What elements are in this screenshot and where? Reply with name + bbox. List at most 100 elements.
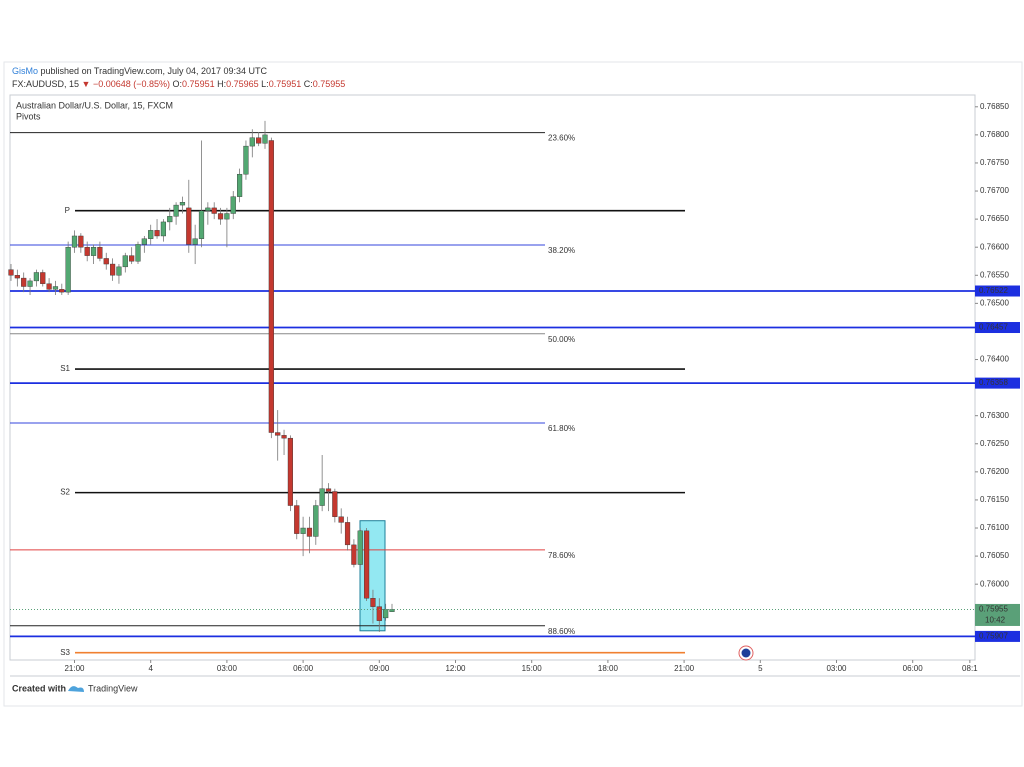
- candle-body: [135, 244, 141, 262]
- price-tag-label: 0.76358: [979, 378, 1008, 387]
- x-tick-label: 4: [148, 664, 153, 673]
- y-tick-label: 0.76100: [980, 523, 1009, 532]
- header-line: GisMo published on TradingView.com, July…: [12, 66, 268, 76]
- y-tick-label: 0.76500: [980, 298, 1009, 307]
- candle-body: [351, 544, 357, 565]
- candle-body: [344, 522, 351, 546]
- candle-body: [332, 491, 338, 517]
- candle-body: [33, 272, 40, 282]
- candle-body: [65, 247, 71, 293]
- brand-logo: [68, 686, 84, 692]
- last-price-tag: [975, 603, 1020, 626]
- chart-title: Australian Dollar/U.S. Dollar, 15, FXCM: [16, 100, 173, 110]
- candle-body: [116, 266, 122, 276]
- countdown: 10:42: [985, 616, 1006, 625]
- x-tick-label: 5: [758, 664, 763, 673]
- candle-body: [179, 202, 186, 206]
- plot-border: [9, 94, 976, 661]
- price-tag: [975, 322, 1020, 334]
- candle-body: [97, 247, 103, 259]
- candle-body: [294, 505, 300, 534]
- event-flag-inner: [741, 648, 751, 658]
- x-tick-label: 03:00: [217, 664, 238, 673]
- candle-body: [249, 137, 255, 147]
- x-tick-label: 03:00: [826, 664, 847, 673]
- candle-body: [300, 527, 306, 534]
- fib-label: 61.80%: [548, 424, 575, 433]
- y-tick-label: 0.76200: [980, 467, 1009, 476]
- candle-body: [103, 258, 109, 265]
- candle-body: [27, 280, 33, 287]
- candle-body: [338, 516, 344, 523]
- candle-body: [148, 230, 154, 239]
- candle-body: [90, 247, 97, 256]
- candle-body: [224, 213, 230, 220]
- y-tick-label: 0.76250: [980, 439, 1009, 448]
- author: GisMo: [12, 66, 38, 76]
- y-tick-label: 0.76650: [980, 214, 1009, 223]
- candle-body: [78, 235, 84, 248]
- x-tick-label: 06:00: [903, 664, 924, 673]
- candle-body: [122, 255, 128, 268]
- candle-body: [167, 216, 173, 223]
- candle-body: [370, 598, 376, 607]
- y-tick-label: 0.76550: [980, 270, 1009, 279]
- candle-body: [84, 247, 90, 256]
- symbol: FX:AUDUSD, 15: [12, 79, 79, 89]
- ohlc-value: 0.75951: [269, 79, 302, 89]
- last-price-label: 0.75955: [979, 605, 1008, 614]
- candle-body: [52, 286, 59, 290]
- x-tick-label: 08:1: [962, 664, 978, 673]
- candle-body: [262, 134, 268, 144]
- candle-body: [287, 437, 294, 506]
- candle-body: [275, 432, 281, 436]
- y-tick-label: 0.76400: [980, 355, 1009, 364]
- y-tick-label: 0.76850: [980, 102, 1009, 111]
- candle-body: [325, 488, 332, 492]
- fib-label: 50.00%: [548, 335, 575, 344]
- candle-body: [205, 207, 211, 211]
- ohlc-key: L:: [261, 79, 269, 89]
- candle-body: [256, 137, 262, 144]
- y-tick-label: 0.76600: [980, 242, 1009, 251]
- price-tag-label: 0.76457: [979, 323, 1008, 332]
- candle-body: [160, 221, 167, 237]
- candle-body: [40, 272, 46, 284]
- candle-body: [59, 289, 65, 293]
- fib-label: 23.60%: [548, 134, 575, 143]
- candle-body: [211, 207, 217, 214]
- candle-body: [306, 527, 313, 537]
- ohlc-key: C:: [304, 79, 313, 89]
- x-tick-label: 18:00: [598, 664, 619, 673]
- candle-body: [21, 277, 27, 287]
- ohlc-key: H:: [217, 79, 226, 89]
- symbol-line: FX:AUDUSD, 15 ▼ −0.00648 (−0.85%) O:0.75…: [12, 79, 345, 89]
- candle-body: [173, 204, 179, 217]
- candle-body: [109, 263, 116, 276]
- x-tick-label: 15:00: [522, 664, 543, 673]
- candle-body: [236, 173, 243, 197]
- chart-subtitle: Pivots: [16, 111, 41, 121]
- candle-body: [268, 140, 274, 433]
- candle-body: [186, 207, 192, 245]
- price-tag-label: 0.75907: [979, 632, 1008, 641]
- candle-body: [8, 269, 14, 276]
- candle-body: [154, 230, 160, 237]
- footer-brand: TradingView: [88, 683, 138, 693]
- candle-body: [364, 530, 370, 599]
- pivot-label: S2: [60, 488, 70, 497]
- candle-body: [14, 275, 20, 279]
- y-tick-label: 0.76750: [980, 158, 1009, 167]
- ohlc-key: O:: [173, 79, 183, 89]
- candle-body: [383, 609, 389, 619]
- pivot-label: S3: [60, 648, 70, 657]
- price-tag: [975, 285, 1020, 297]
- x-tick-label: 12:00: [445, 664, 466, 673]
- candle-body: [217, 213, 224, 220]
- price-tag-label: 0.76522: [979, 286, 1008, 295]
- candle-body: [71, 235, 78, 248]
- fib-label: 38.20%: [548, 246, 575, 255]
- ohlc-value: 0.75951: [182, 79, 215, 89]
